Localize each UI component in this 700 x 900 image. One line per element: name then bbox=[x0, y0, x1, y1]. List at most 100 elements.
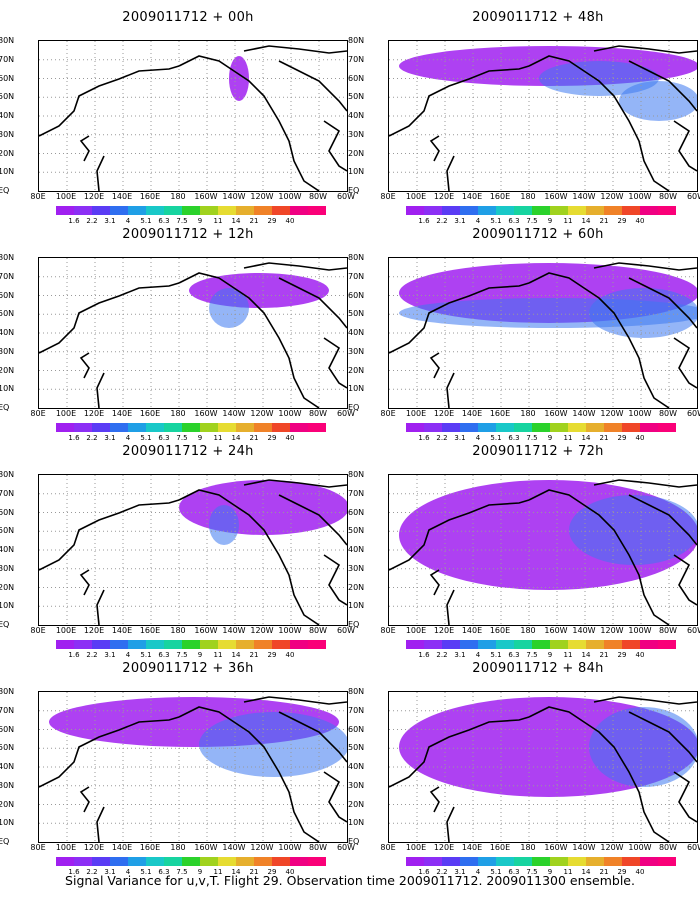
lon-tick-label: 80E bbox=[380, 192, 396, 201]
coastline bbox=[178, 489, 320, 625]
lat-tick-label: 40N bbox=[348, 111, 365, 120]
coastline bbox=[528, 55, 670, 191]
lat-tick-label: 80N bbox=[348, 253, 365, 262]
colorbar-swatch bbox=[622, 206, 640, 215]
colorbar-label: 14 bbox=[581, 217, 591, 225]
colorbar-label: 7.5 bbox=[176, 217, 188, 225]
lat-tick-label: 60N bbox=[0, 290, 15, 300]
colorbar-swatch bbox=[290, 640, 308, 649]
coastline bbox=[243, 45, 347, 54]
colorbar-swatch bbox=[182, 206, 200, 215]
colorbar-label: 3.1 bbox=[454, 651, 466, 659]
lon-tick-label: 160E bbox=[489, 192, 511, 201]
coastline bbox=[446, 589, 455, 625]
coastline bbox=[446, 372, 455, 408]
colorbar-label: 29 bbox=[267, 868, 277, 876]
colorbar-label: 3.1 bbox=[104, 868, 116, 876]
lon-tick-label: 120E bbox=[83, 843, 105, 852]
coastline bbox=[39, 65, 180, 137]
colorbar-labels: 1.6 2.2 3.1 4 5.1 6.3 7.5 9 11 14 21 29 40 bbox=[406, 868, 676, 878]
variance-shading bbox=[589, 288, 697, 338]
lon-tick-label: 100W bbox=[628, 409, 652, 418]
lon-tick-label: 60W bbox=[686, 843, 700, 852]
colorbar-swatch bbox=[110, 640, 128, 649]
coastline bbox=[178, 272, 320, 408]
lat-tick-label: 50N bbox=[348, 743, 365, 753]
colorbar-label: 11 bbox=[213, 434, 223, 442]
colorbar-swatch bbox=[92, 640, 110, 649]
colorbar-swatch bbox=[658, 423, 676, 432]
colorbar-label: 2.2 bbox=[86, 868, 98, 876]
colorbar-label: 4 bbox=[125, 868, 131, 876]
variance-shading bbox=[199, 712, 347, 777]
colorbar-swatch bbox=[74, 206, 92, 215]
lat-tick-label: 80N bbox=[0, 253, 15, 262]
colorbar-label: 6.3 bbox=[158, 217, 170, 225]
colorbar-label: 6.3 bbox=[508, 651, 520, 659]
coastline bbox=[178, 706, 320, 842]
colorbar-swatch bbox=[568, 857, 586, 866]
lat-tick-label: EQ bbox=[348, 186, 360, 195]
coastline bbox=[446, 155, 455, 191]
colorbar-label: 9 bbox=[197, 868, 203, 876]
lat-tick-label: 60N bbox=[348, 73, 365, 83]
lon-tick-label: 100E bbox=[55, 626, 77, 635]
lon-tick-label: 100E bbox=[405, 409, 427, 418]
colorbar-swatch bbox=[514, 423, 532, 432]
lat-tick-label: 40N bbox=[0, 111, 15, 120]
lon-tick-label: 80W bbox=[308, 626, 328, 635]
lon-tick-label: 60W bbox=[686, 192, 700, 201]
colorbar-swatch bbox=[568, 206, 586, 215]
colorbar-label: 21 bbox=[599, 217, 609, 225]
coastline bbox=[429, 352, 440, 379]
colorbar-swatch bbox=[640, 857, 658, 866]
colorbar-swatch bbox=[92, 423, 110, 432]
colorbar-swatch bbox=[236, 640, 254, 649]
lon-tick-label: 160W bbox=[194, 409, 218, 418]
lon-tick-label: 160W bbox=[544, 192, 568, 201]
lat-tick-label: 80N bbox=[348, 36, 365, 45]
colorbar bbox=[56, 423, 326, 432]
colorbar-swatch bbox=[424, 423, 442, 432]
figure-caption: Signal Variance for u,v,T. Flight 29. Ob… bbox=[65, 873, 635, 888]
colorbar-label: 6.3 bbox=[158, 434, 170, 442]
colorbar-label: 11 bbox=[563, 868, 573, 876]
colorbar-swatch bbox=[146, 857, 164, 866]
lat-tick-label: 30N bbox=[348, 563, 365, 573]
colorbar-label: 40 bbox=[635, 651, 645, 659]
lon-tick-label: 140W bbox=[222, 192, 246, 201]
lon-tick-label: 120E bbox=[83, 626, 105, 635]
colorbar-label: 29 bbox=[617, 868, 627, 876]
colorbar-labels: 1.6 2.2 3.1 4 5.1 6.3 7.5 9 11 14 21 29 40 bbox=[406, 651, 676, 661]
colorbar-swatch bbox=[218, 423, 236, 432]
coastline bbox=[79, 569, 90, 596]
lat-tick-label: EQ bbox=[0, 837, 10, 846]
colorbar-swatch bbox=[56, 206, 74, 215]
colorbar-label: 2.2 bbox=[436, 434, 448, 442]
coastline bbox=[278, 494, 347, 546]
variance-shading bbox=[209, 505, 239, 545]
lon-tick-label: 80W bbox=[308, 409, 328, 418]
colorbar-label: 11 bbox=[213, 217, 223, 225]
lon-tick-label: 160E bbox=[139, 843, 161, 852]
coastline bbox=[96, 806, 105, 842]
lat-tick-label: 70N bbox=[0, 271, 15, 281]
colorbar-label: 1.6 bbox=[68, 434, 80, 442]
lat-tick-label: 10N bbox=[0, 818, 15, 828]
lon-tick-label: 180 bbox=[520, 843, 536, 852]
coastline bbox=[278, 711, 347, 763]
coastline bbox=[79, 135, 90, 162]
colorbar-swatch bbox=[442, 857, 460, 866]
colorbar-label: 40 bbox=[285, 868, 295, 876]
lat-tick-label: 70N bbox=[0, 705, 15, 715]
colorbar-label: 21 bbox=[249, 868, 259, 876]
colorbar-swatch bbox=[218, 206, 236, 215]
colorbar-swatch bbox=[236, 423, 254, 432]
colorbar-swatch bbox=[272, 423, 290, 432]
lat-tick-label: 10N bbox=[0, 601, 15, 611]
lon-tick-label: 140W bbox=[572, 192, 596, 201]
lon-tick-label: 80W bbox=[658, 626, 678, 635]
colorbar-swatch bbox=[272, 206, 290, 215]
colorbar-swatch bbox=[128, 423, 146, 432]
colorbar-swatch bbox=[254, 206, 272, 215]
